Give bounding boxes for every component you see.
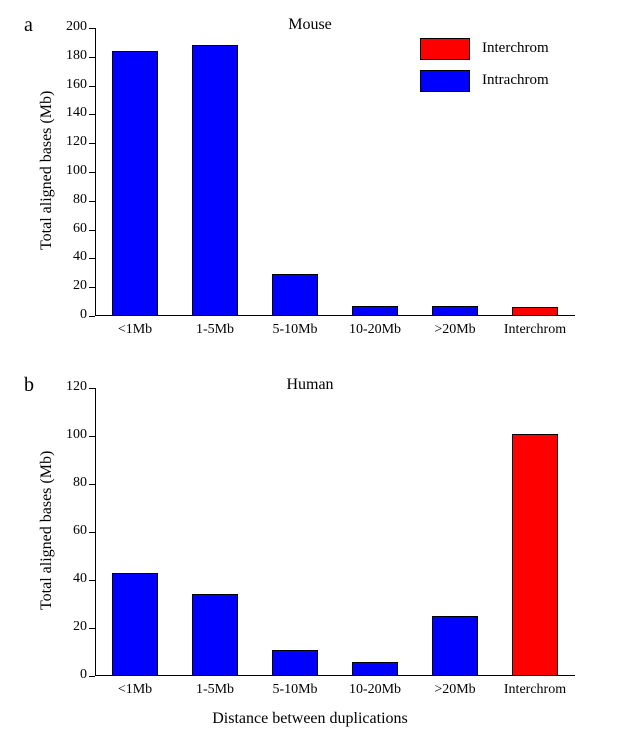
ytick-mark <box>89 172 95 173</box>
bar <box>192 594 238 676</box>
ytick-mark <box>89 580 95 581</box>
ytick-label: 40 <box>49 571 87 587</box>
ytick-label: 80 <box>49 192 87 208</box>
bar <box>272 650 318 676</box>
xtick-label: 5-10Mb <box>250 682 340 698</box>
ytick-label: 60 <box>49 523 87 539</box>
ytick-label: 60 <box>49 221 87 237</box>
xtick-label: Interchrom <box>490 322 580 338</box>
xtick-label: 1-5Mb <box>170 682 260 698</box>
bar <box>112 573 158 676</box>
xtick-label: Interchrom <box>490 682 580 698</box>
ytick-label: 160 <box>49 77 87 93</box>
ytick-label: 140 <box>49 105 87 121</box>
bar <box>512 434 558 676</box>
xtick-label: 1-5Mb <box>170 322 260 338</box>
xtick-label: 5-10Mb <box>250 322 340 338</box>
bar <box>112 51 158 316</box>
panel-b: b Human Total aligned bases (Mb) 0204060… <box>0 370 620 750</box>
xtick-label: 10-20Mb <box>330 322 420 338</box>
ytick-mark <box>89 388 95 389</box>
ytick-label: 0 <box>49 307 87 323</box>
bar <box>272 274 318 316</box>
bar <box>432 306 478 316</box>
y-axis-a <box>95 28 96 316</box>
ytick-mark <box>89 114 95 115</box>
ytick-mark <box>89 316 95 317</box>
ytick-label: 100 <box>49 427 87 443</box>
figure: { "figure": { "width": 620, "height": 75… <box>0 0 620 752</box>
legend: Interchrom Intrachrom <box>420 38 590 98</box>
ytick-label: 200 <box>49 19 87 35</box>
ytick-mark <box>89 676 95 677</box>
x-axis-b <box>95 675 575 676</box>
ytick-mark <box>89 230 95 231</box>
plot-area-b: 020406080100120<1Mb1-5Mb5-10Mb10-20Mb>20… <box>95 388 575 676</box>
xtick-label: <1Mb <box>90 682 180 698</box>
ytick-label: 0 <box>49 667 87 683</box>
ytick-mark <box>89 436 95 437</box>
panel-a: a Mouse Total aligned bases (Mb) 0204060… <box>0 10 620 360</box>
x-axis-a <box>95 315 575 316</box>
ytick-mark <box>89 28 95 29</box>
y-axis-b <box>95 388 96 676</box>
legend-swatch-interchrom <box>420 38 470 60</box>
bar <box>192 45 238 316</box>
xtick-label: <1Mb <box>90 322 180 338</box>
ytick-label: 120 <box>49 134 87 150</box>
xtick-label: >20Mb <box>410 322 500 338</box>
ytick-mark <box>89 143 95 144</box>
xlabel: Distance between duplications <box>0 710 620 728</box>
ytick-mark <box>89 258 95 259</box>
ytick-label: 20 <box>49 278 87 294</box>
ytick-label: 20 <box>49 619 87 635</box>
ytick-label: 40 <box>49 249 87 265</box>
bar <box>352 662 398 676</box>
ytick-mark <box>89 532 95 533</box>
xtick-label: >20Mb <box>410 682 500 698</box>
legend-label-interchrom: Interchrom <box>482 40 549 57</box>
bar <box>432 616 478 676</box>
ytick-mark <box>89 484 95 485</box>
legend-swatch-intrachrom <box>420 70 470 92</box>
legend-label-intrachrom: Intrachrom <box>482 72 549 89</box>
ytick-mark <box>89 628 95 629</box>
ytick-label: 80 <box>49 475 87 491</box>
ytick-label: 180 <box>49 48 87 64</box>
bar <box>512 307 558 316</box>
ytick-label: 100 <box>49 163 87 179</box>
ytick-mark <box>89 86 95 87</box>
ytick-mark <box>89 287 95 288</box>
ytick-label: 120 <box>49 379 87 395</box>
ytick-mark <box>89 201 95 202</box>
bar <box>352 306 398 316</box>
xtick-label: 10-20Mb <box>330 682 420 698</box>
ytick-mark <box>89 57 95 58</box>
